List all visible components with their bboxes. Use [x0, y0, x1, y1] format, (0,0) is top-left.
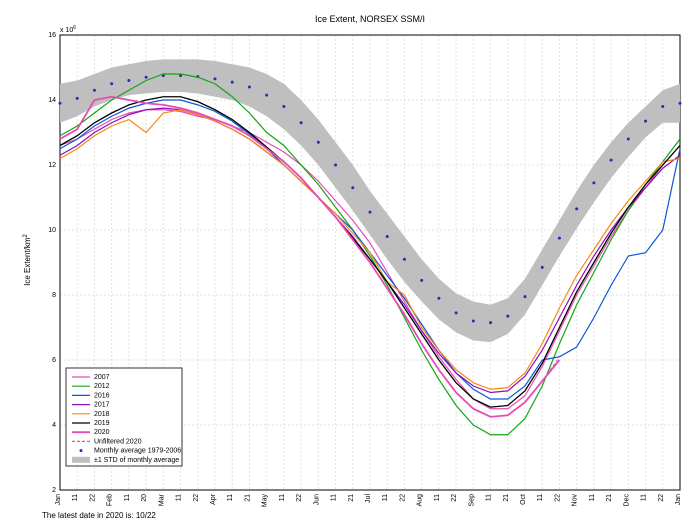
svg-text:11: 11 — [124, 494, 131, 501]
svg-text:2019: 2019 — [94, 420, 110, 427]
svg-text:Jan: Jan — [55, 494, 62, 505]
svg-text:22: 22 — [399, 494, 406, 502]
svg-text:22: 22 — [296, 494, 303, 502]
svg-text:Jul: Jul — [365, 494, 372, 503]
svg-text:Dec: Dec — [623, 494, 630, 507]
svg-text:22: 22 — [658, 494, 665, 502]
series-2017 — [60, 108, 680, 392]
svg-text:Jan: Jan — [675, 494, 682, 505]
svg-text:2020: 2020 — [94, 429, 110, 436]
svg-text:8: 8 — [52, 292, 56, 299]
svg-text:11: 11 — [641, 494, 648, 501]
legend: 2007 2012 2016 2017 2018 2019 2020 Unfiltered 2… — [66, 368, 182, 466]
svg-text:11: 11 — [537, 494, 544, 501]
svg-text:2: 2 — [52, 487, 56, 494]
svg-text:10: 10 — [48, 227, 56, 234]
svg-text:Unfiltered 2020: Unfiltered 2020 — [94, 438, 142, 445]
svg-text:Apr: Apr — [210, 493, 217, 505]
svg-text:11: 11 — [176, 494, 183, 501]
svg-text:11: 11 — [589, 494, 596, 501]
svg-text:May: May — [262, 494, 269, 508]
svg-text:2012: 2012 — [94, 383, 110, 390]
svg-text:21: 21 — [503, 494, 510, 502]
svg-text:2007: 2007 — [94, 374, 110, 381]
svg-text:2017: 2017 — [94, 402, 110, 409]
svg-text:21: 21 — [348, 494, 355, 502]
chart-title: Ice Extent, NORSEX SSM/I — [315, 14, 425, 24]
svg-text:22: 22 — [193, 494, 200, 502]
svg-text:12: 12 — [48, 162, 56, 169]
svg-text:Aug: Aug — [417, 494, 424, 507]
svg-text:2018: 2018 — [94, 411, 110, 418]
footer-text: The latest date in 2020 is: 10/22 — [42, 511, 156, 520]
svg-text:11: 11 — [486, 494, 493, 501]
svg-text:2016: 2016 — [94, 392, 110, 399]
svg-text:11: 11 — [227, 494, 234, 501]
svg-text:Jun: Jun — [313, 494, 320, 505]
svg-text:21: 21 — [606, 494, 613, 502]
svg-text:±1 STD of monthly average: ±1 STD of monthly average — [94, 457, 179, 464]
svg-text:Nov: Nov — [572, 494, 579, 507]
svg-text:22: 22 — [554, 494, 561, 502]
svg-text:4: 4 — [52, 422, 56, 429]
svg-text:Oct: Oct — [520, 494, 527, 505]
x-tick-labels: Jan 11 22 Feb 11 20 Mar 11 22 Apr 11 21 May 11 22 Jun 11… — [55, 493, 682, 507]
svg-text:Sep: Sep — [468, 494, 475, 507]
y-tick-labels: 2 4 6 8 10 12 14 16 — [48, 32, 56, 494]
y-axis-label: Ice Extent/km2 — [23, 233, 32, 285]
svg-text:Feb: Feb — [107, 494, 114, 506]
svg-text:Monthly average 1979-2006: Monthly average 1979-2006 — [94, 448, 181, 455]
svg-text:11: 11 — [279, 494, 286, 501]
svg-text:14: 14 — [48, 97, 56, 104]
svg-text:Mar: Mar — [158, 493, 165, 506]
svg-text:11: 11 — [434, 494, 441, 501]
svg-text:11: 11 — [72, 494, 79, 501]
svg-text:20: 20 — [141, 494, 148, 502]
svg-text:21: 21 — [244, 494, 251, 502]
svg-text:11: 11 — [382, 494, 389, 501]
svg-text:16: 16 — [48, 32, 56, 39]
svg-text:11: 11 — [331, 494, 338, 501]
svg-text:22: 22 — [451, 494, 458, 502]
svg-text:6: 6 — [52, 357, 56, 364]
svg-text:22: 22 — [89, 494, 96, 502]
y-exponent: x 106 — [60, 25, 76, 34]
